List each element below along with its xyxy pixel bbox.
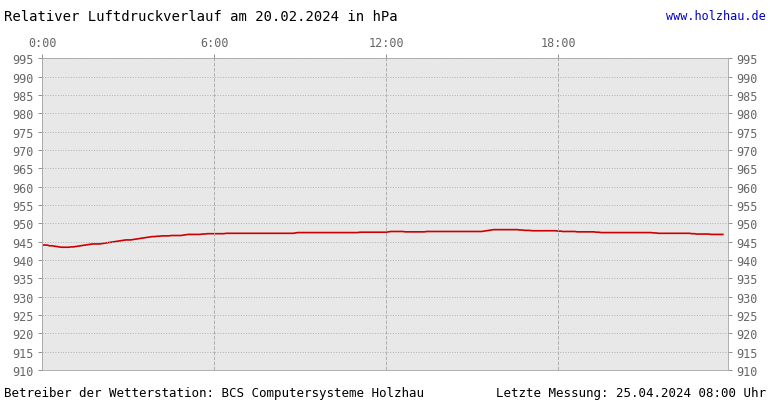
Text: Letzte Messung: 25.04.2024 08:00 Uhr: Letzte Messung: 25.04.2024 08:00 Uhr — [496, 386, 766, 399]
Text: Relativer Luftdruckverlauf am 20.02.2024 in hPa: Relativer Luftdruckverlauf am 20.02.2024… — [4, 10, 397, 24]
Text: www.holzhau.de: www.holzhau.de — [666, 10, 766, 23]
Text: Betreiber der Wetterstation: BCS Computersysteme Holzhau: Betreiber der Wetterstation: BCS Compute… — [4, 386, 424, 399]
